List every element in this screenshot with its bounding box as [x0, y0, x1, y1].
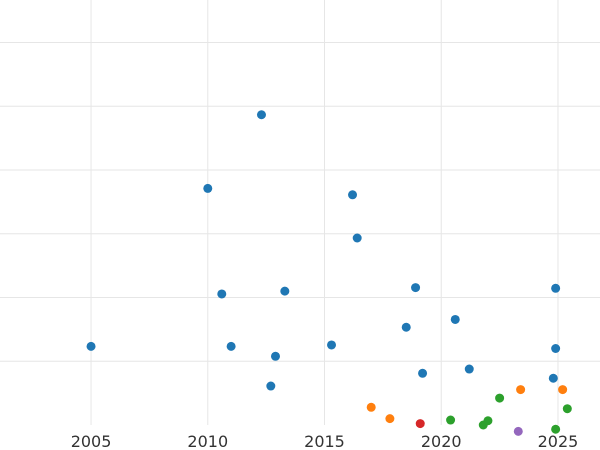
scatter-point-blue [327, 340, 337, 350]
scatter-point-blue [203, 183, 213, 193]
scatter-point-green [446, 415, 456, 425]
scatter-point-orange [366, 402, 376, 412]
x-tick-label: 2015 [304, 432, 345, 450]
scatter-point-blue [548, 373, 558, 383]
x-tick-label: 2020 [421, 432, 462, 450]
scatter-point-green [495, 393, 505, 403]
x-tick-label: 2010 [187, 432, 228, 450]
scatter-point-blue [256, 110, 266, 120]
x-axis: 2005 2010 2015 2020 2025 [71, 432, 579, 450]
x-tick-label: 2025 [538, 432, 579, 450]
scatter-point-blue [226, 341, 236, 351]
scatter-point-blue [450, 314, 460, 324]
scatter-point-orange [385, 414, 395, 424]
scatter-point-green [562, 404, 572, 414]
scatter-point-orange [558, 385, 568, 395]
scatter-point-blue [551, 344, 561, 353]
grid-layer [0, 0, 600, 425]
scatter-point-green [483, 416, 493, 426]
scatter-point-red [415, 419, 425, 429]
scatter-point-blue [352, 233, 362, 243]
scatter-point-blue [86, 341, 96, 351]
scatter-point-blue [270, 351, 280, 361]
scatter-point-blue [217, 289, 227, 299]
points-layer [86, 110, 572, 436]
scatter-point-blue [464, 364, 474, 374]
scatter-point-green [551, 424, 561, 434]
x-tick-label: 2005 [71, 432, 112, 450]
scatter-point-blue [551, 283, 561, 293]
scatter-point-blue [280, 286, 290, 296]
scatter-point-purple [513, 426, 523, 436]
scatter-point-blue [418, 368, 428, 378]
scatter-point-blue [411, 283, 421, 293]
scatter-point-blue [266, 381, 276, 391]
scatter-point-orange [516, 385, 526, 395]
scatter-point-blue [348, 190, 358, 200]
scatter-point-blue [401, 322, 411, 332]
